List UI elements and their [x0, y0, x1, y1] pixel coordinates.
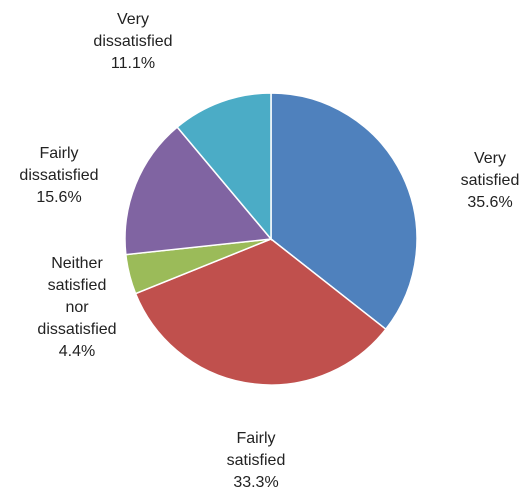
pie-slice-fairly-dissatisfied	[124, 126, 273, 256]
data-label-fairly-dissatisfied: Fairly dissatisfied 15.6%	[19, 145, 98, 206]
pie-slice-very-satisfied	[270, 92, 418, 331]
data-label-fairly-satisfied: Fairly satisfied 33.3%	[227, 430, 286, 491]
data-label-very-satisfied: Very satisfied 35.6%	[461, 150, 520, 211]
data-label-very-dissatisfied: Very dissatisfied 11.1%	[93, 11, 172, 72]
pie-slice-very-dissatisfied	[176, 92, 272, 242]
pie-slice-fairly-satisfied	[134, 238, 387, 386]
pie-slices	[124, 92, 418, 386]
pie-labels: Very satisfied 35.6% Fairly satisfied 33.3% Ne…	[19, 11, 519, 491]
data-label-neither-satisfied-nor-dissatisfied: Neither satisfied nor dissatisfied 4.4%	[37, 255, 116, 360]
